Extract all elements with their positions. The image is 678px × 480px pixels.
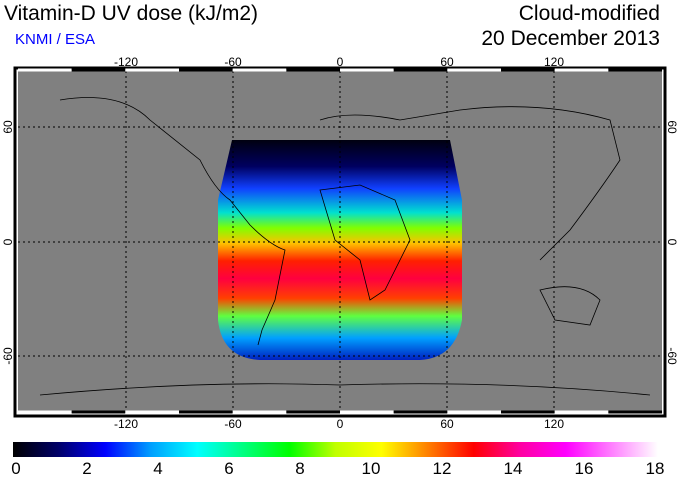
frame-segment: [179, 410, 233, 414]
frame-segment: [71, 68, 126, 72]
lat-tick-left: 0: [1, 238, 15, 245]
frame-segment: [125, 68, 180, 72]
frame-segment: [286, 68, 341, 72]
colorbar-tick-label: 8: [295, 459, 305, 478]
lat-tick-right: 0: [665, 239, 678, 246]
frame-segment: [18, 410, 72, 414]
frame-segment: [501, 68, 555, 72]
lon-tick-bottom: -120: [114, 417, 138, 431]
lat-tick-right: -60: [665, 347, 678, 365]
map-title: Vitamin-D UV dose (kJ/m2): [4, 2, 259, 25]
colorbar-tick-label: 12: [432, 459, 452, 478]
frame-segment: [554, 68, 609, 72]
frame-segment: [232, 68, 287, 72]
lon-tick-top: 60: [440, 55, 454, 69]
lon-tick-bottom: 60: [440, 417, 454, 431]
frame-segment: [608, 68, 663, 72]
frame-segment: [232, 410, 287, 414]
coastlines: [39, 97, 651, 396]
frame-segment: [340, 410, 394, 414]
colorbar-tick-label: 2: [82, 459, 92, 478]
lon-tick-bottom: 120: [544, 417, 564, 431]
frame-segment: [71, 410, 126, 414]
colorbar-tick-label: 18: [645, 459, 665, 478]
frame-segment: [393, 68, 448, 72]
colorbar-tick-label: 10: [361, 459, 381, 478]
lat-tick-left: 60: [1, 120, 15, 134]
frame-segment: [179, 68, 233, 72]
lon-tick-top: -120: [114, 55, 138, 69]
frame-segment: [340, 68, 394, 72]
lat-tick-right: 60: [665, 120, 678, 134]
frame-segment: [447, 68, 502, 72]
lon-tick-top: 120: [544, 55, 564, 69]
frame-segment: [286, 410, 341, 414]
colorbar-tick-label: 6: [224, 459, 234, 478]
colorbar-tick-label: 14: [503, 459, 523, 478]
uv-dose-data-region: [218, 140, 462, 360]
date-label: 20 December 2013: [481, 27, 660, 50]
lat-tick-left: -60: [1, 347, 15, 365]
mode-label: Cloud-modified: [518, 2, 660, 25]
graticule: [18, 71, 662, 413]
lon-tick-bottom: -60: [224, 417, 242, 431]
frame-segment: [125, 410, 180, 414]
colorbar-tick-label: 16: [574, 459, 594, 478]
frame-segment: [18, 68, 72, 72]
frame-segment: [554, 410, 609, 414]
frame-segment: [501, 410, 555, 414]
lon-tick-top: 0: [337, 55, 344, 69]
lon-tick-top: -60: [224, 55, 242, 69]
map-frame: [13, 66, 667, 418]
colorbar: [13, 442, 658, 457]
colorbar-tick-label: 4: [153, 459, 163, 478]
frame-segment: [447, 410, 502, 414]
credit-label: KNMI / ESA: [15, 31, 96, 48]
lon-tick-bottom: 0: [337, 417, 344, 431]
colorbar-tick-label: 0: [11, 459, 21, 478]
frame-segment: [608, 410, 663, 414]
frame-segment: [393, 410, 448, 414]
